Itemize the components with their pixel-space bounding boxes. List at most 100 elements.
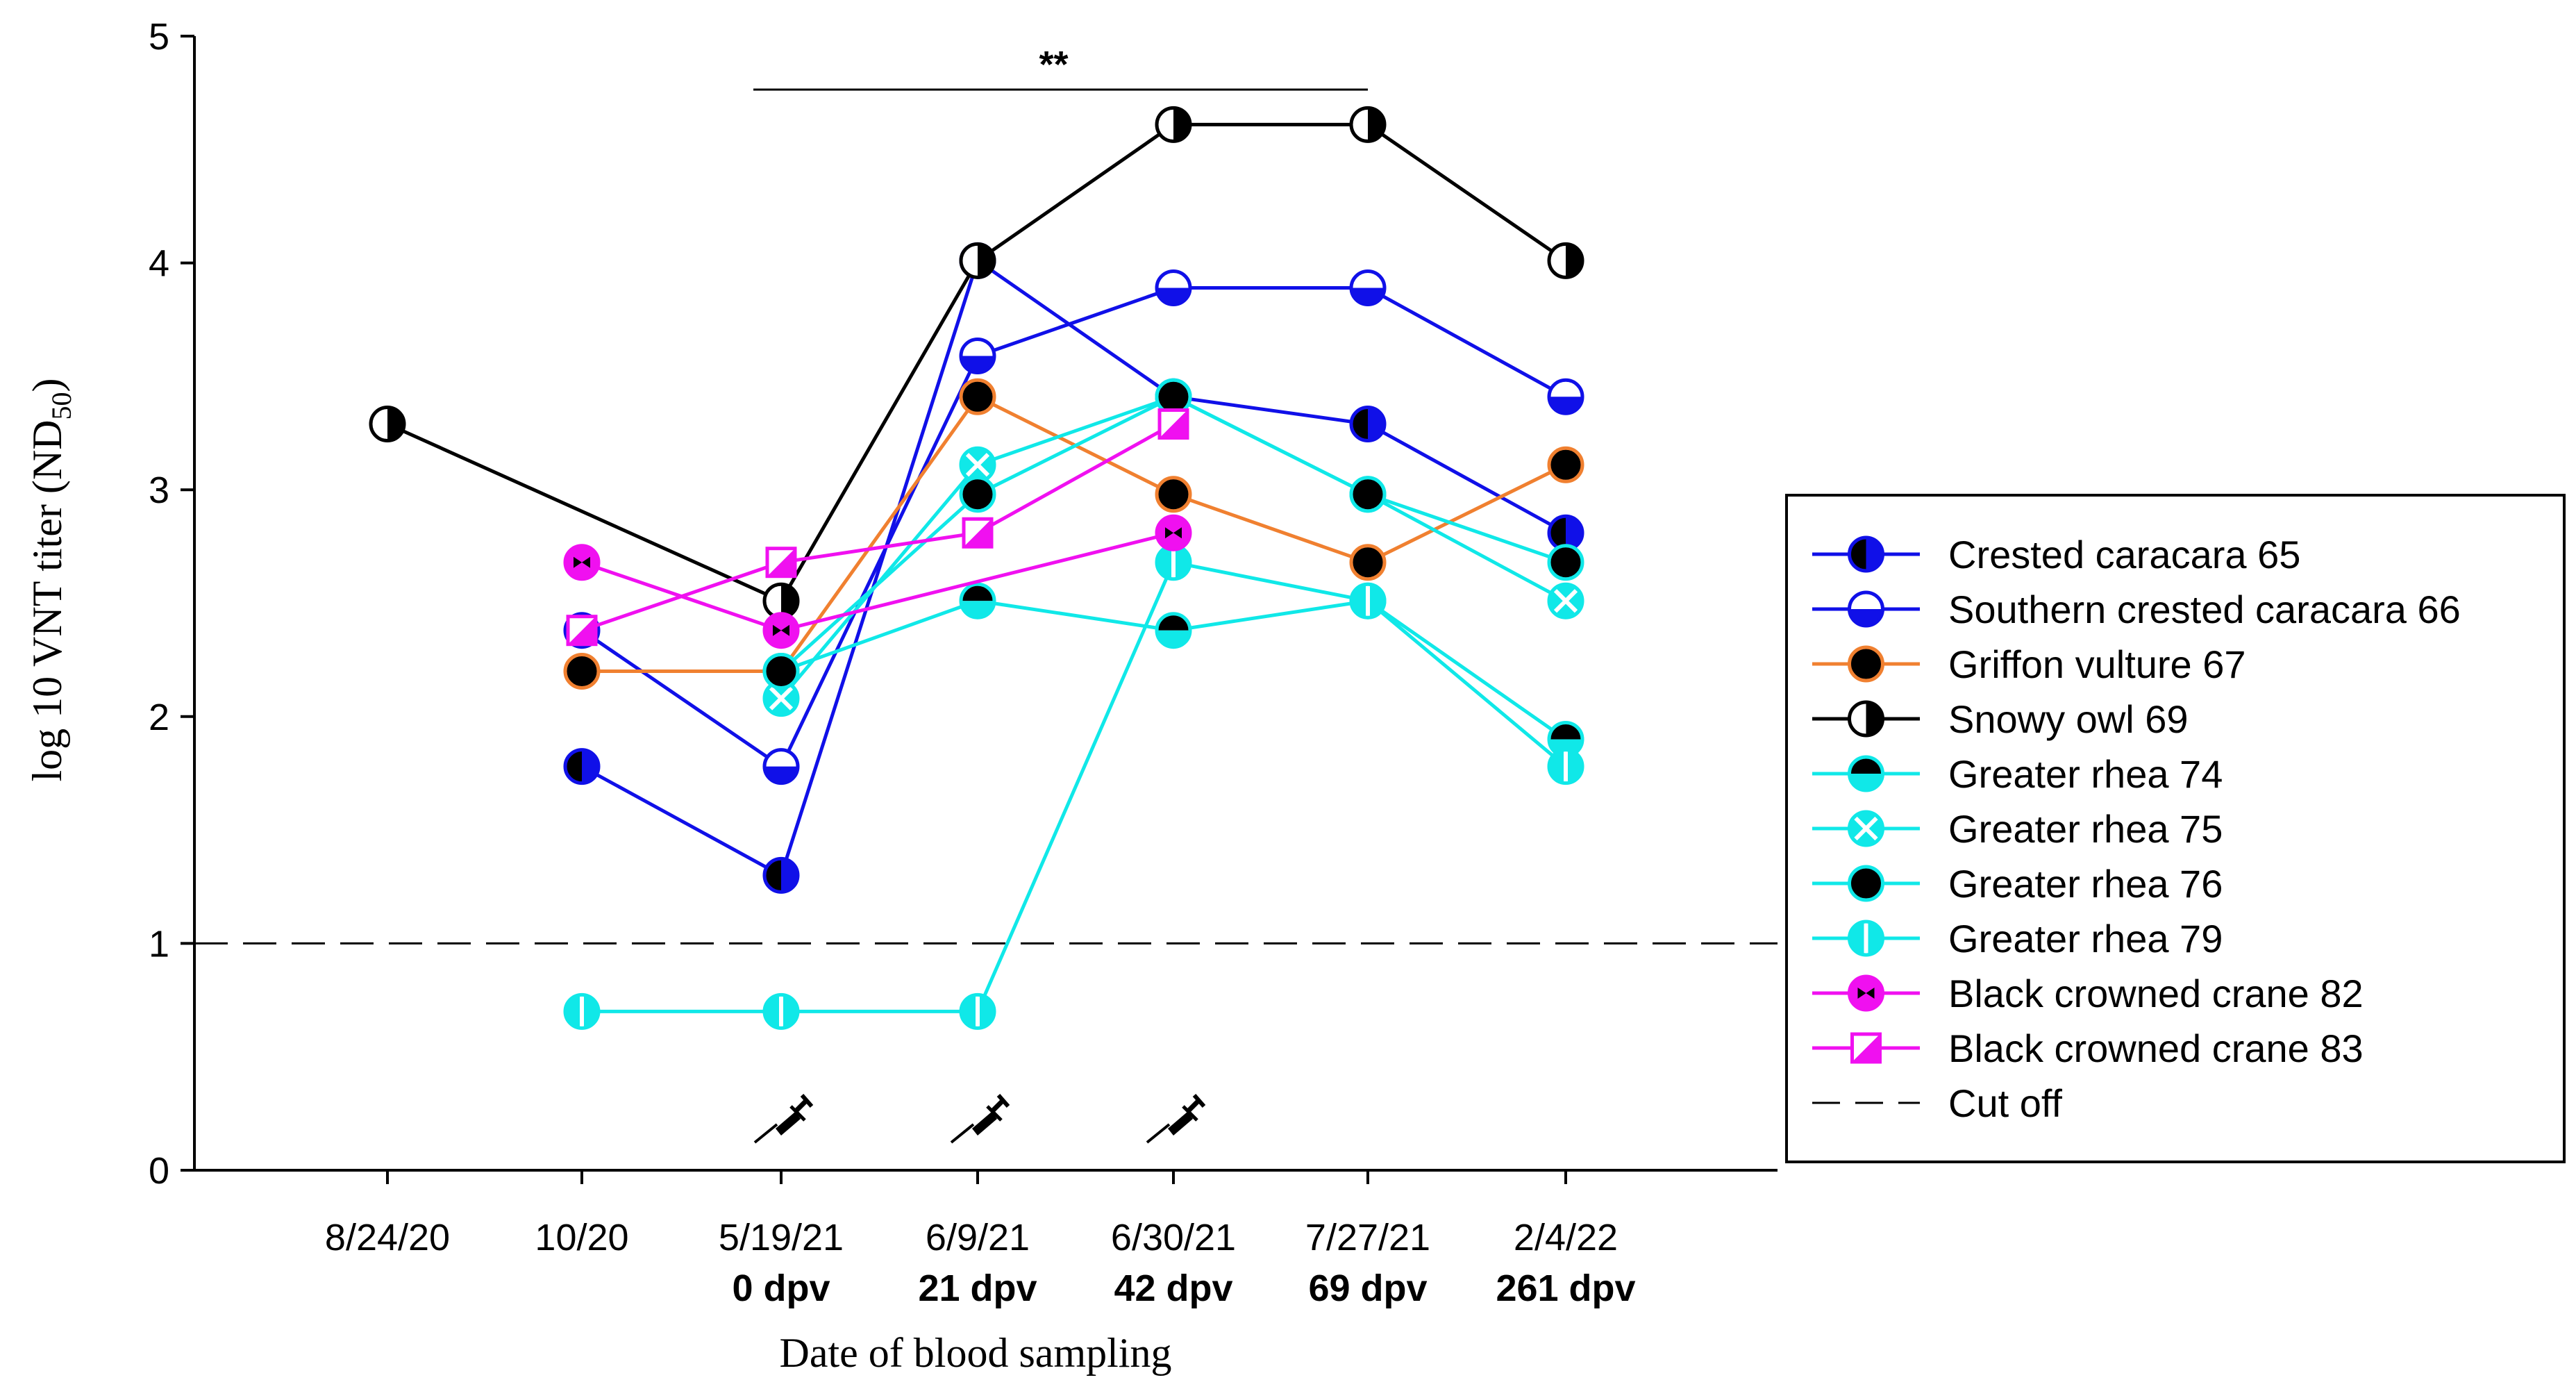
data-point [1547, 544, 1584, 581]
marker-glyph [1866, 988, 1875, 999]
series-line [580, 286, 1567, 770]
marker-fill [568, 616, 596, 644]
marker-fill [1157, 477, 1190, 511]
marker-fill [1549, 448, 1582, 482]
data-point [1155, 106, 1192, 143]
data-point [1349, 582, 1387, 619]
marker-outline [1848, 755, 1884, 792]
y-tick-label: 1 [149, 923, 169, 965]
legend-item: Black crowned crane 83 [1812, 1026, 2364, 1070]
series-greater-rhea-76 [762, 378, 1584, 690]
marker-fill [1351, 545, 1385, 579]
marker-glyph [1857, 988, 1866, 999]
data-point [1155, 612, 1192, 649]
series-griffon-vulture-67 [563, 378, 1584, 690]
data-point [563, 992, 601, 1030]
data-point [1848, 535, 1884, 573]
data-point [563, 652, 601, 690]
data-point [1848, 700, 1884, 738]
marker-outline [1547, 582, 1584, 619]
marker-outline [1848, 974, 1884, 1012]
syringe-icon [755, 1095, 812, 1142]
marker-fill [1852, 1034, 1880, 1062]
data-point [1547, 378, 1584, 415]
marker-outline [1547, 748, 1584, 785]
x-tick-label: 6/30/21 [1111, 1217, 1236, 1258]
marker-outline [1155, 514, 1192, 551]
dpv-label: 261 dpv [1496, 1267, 1635, 1309]
marker-outline [959, 338, 996, 375]
marker-x [1854, 816, 1878, 841]
data-point [959, 582, 996, 619]
data-point [1848, 645, 1884, 683]
data-point [1155, 544, 1192, 581]
marker-outline [1349, 106, 1387, 143]
marker-outline [563, 748, 601, 785]
data-point [1547, 582, 1584, 619]
data-point [1547, 514, 1584, 551]
data-point [762, 992, 800, 1030]
marker-glyph [582, 556, 590, 568]
data-point [1155, 378, 1192, 415]
marker-outline [1349, 544, 1387, 581]
marker-fill [764, 654, 798, 688]
marker-outline [959, 582, 996, 619]
vaccination-layer [755, 1095, 1204, 1142]
marker-outline [959, 378, 996, 415]
series-black-crowned-crane-82 [563, 514, 1192, 649]
data-point [1547, 446, 1584, 483]
marker-outline [563, 992, 601, 1030]
marker-glyph [1173, 527, 1182, 539]
data-point [1848, 974, 1884, 1012]
legend-item: Black crowned crane 82 [1812, 972, 2364, 1015]
legend-label: Greater rhea 74 [1948, 752, 2223, 796]
y-tick-label: 0 [149, 1150, 169, 1192]
marker-outline [1547, 446, 1584, 483]
marker-fill [1849, 647, 1883, 681]
legend-label: Greater rhea 79 [1948, 917, 2223, 960]
data-point [1155, 476, 1192, 513]
data-point [762, 652, 800, 690]
data-point [1349, 106, 1387, 143]
marker-outline [369, 405, 406, 442]
data-point [1547, 748, 1584, 785]
dpv-label: 69 dpv [1308, 1267, 1427, 1309]
marker-outline [1848, 920, 1884, 957]
x-axis-title: Date of blood sampling [780, 1330, 1172, 1376]
legend: Crested caracara 65 Southern crested cara… [1785, 494, 2566, 1163]
syringe-icon [1147, 1095, 1204, 1142]
marker-outline [1848, 865, 1884, 902]
x-tick-label: 10/20 [535, 1217, 628, 1258]
marker-fill [961, 477, 994, 511]
marker-outline [959, 476, 996, 513]
legend-item: Greater rhea 74 [1812, 752, 2223, 796]
marker-x [769, 686, 794, 710]
legend-label: Crested caracara 65 [1948, 533, 2300, 576]
marker-outline [563, 544, 601, 581]
data-point [1848, 590, 1884, 628]
x-tick-label: 8/24/20 [325, 1217, 450, 1258]
series-greater-rhea-74 [762, 582, 1584, 758]
legend-label: Southern crested caracara 66 [1948, 588, 2461, 631]
marker-fill [1160, 410, 1187, 438]
marker-glyph [781, 624, 789, 636]
marker-fill [1849, 867, 1883, 900]
x-tick-label: 6/9/21 [926, 1217, 1030, 1258]
legend-item: Greater rhea 76 [1812, 862, 2223, 906]
marker-outline [1848, 535, 1884, 573]
data-point [1157, 408, 1189, 440]
marker-outline [959, 992, 996, 1030]
marker-outline [762, 652, 800, 690]
y-tick-label: 4 [149, 243, 169, 285]
marker-outline [1848, 810, 1884, 847]
series-line [582, 560, 1567, 1013]
data-point [1349, 544, 1387, 581]
marker-outline [762, 612, 800, 649]
marker-outline [762, 992, 800, 1030]
marker-glyph [574, 556, 582, 568]
series-line [581, 422, 1175, 633]
legend-item: Crested caracara 65 [1812, 533, 2300, 576]
dpv-label: 0 dpv [732, 1267, 830, 1309]
dpv-label: 42 dpv [1114, 1267, 1232, 1309]
